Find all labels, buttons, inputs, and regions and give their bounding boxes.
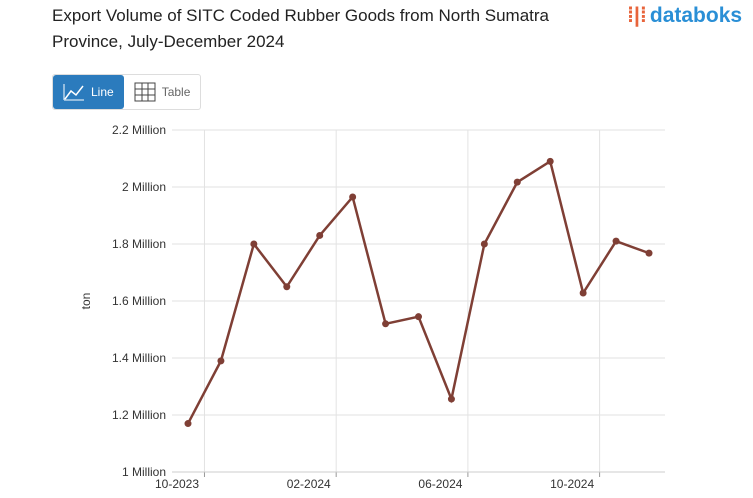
y-tick-label: 2 Million — [122, 180, 166, 194]
line-button[interactable]: Line — [53, 75, 124, 109]
data-point — [447, 395, 455, 403]
table-button[interactable]: Table — [124, 75, 201, 109]
y-tick-label: 1 Million — [122, 465, 166, 479]
logo[interactable]: ⁞|⁞ databoks — [627, 4, 742, 28]
x-tick-label: 06-2024 — [418, 477, 462, 491]
y-tick-label: 1.6 Million — [112, 294, 166, 308]
table-icon — [134, 82, 156, 102]
logo-text: databoks — [649, 4, 743, 27]
data-point — [316, 231, 324, 239]
data-point — [415, 313, 422, 321]
data-point — [283, 283, 291, 291]
chart-title: Export Volume of SITC Coded Rubber Goods… — [52, 6, 550, 51]
x-tick-label: 02-2024 — [287, 477, 331, 491]
data-point — [382, 320, 390, 328]
data-point — [579, 289, 587, 297]
line-icon — [63, 84, 84, 101]
line-label: Line — [91, 85, 114, 99]
data-point — [513, 178, 521, 186]
view-toggle: Line Table — [52, 74, 202, 110]
logo-icon: ⁞|⁞ — [627, 4, 647, 27]
data-point — [349, 193, 357, 201]
data-point — [480, 240, 488, 248]
y-tick-label: 1.4 Million — [112, 351, 166, 365]
data-point — [217, 357, 225, 365]
y-tick-label: 2.2 Million — [112, 123, 166, 137]
data-point — [645, 249, 653, 257]
y-axis-label: ton — [79, 293, 93, 310]
data-point — [184, 420, 192, 428]
x-tick-label: 10-2024 — [550, 477, 594, 491]
data-point — [612, 237, 620, 245]
y-tick-label: 1.8 Million — [112, 237, 166, 251]
y-tick-label: 1.2 Million — [112, 408, 166, 422]
data-point — [250, 240, 258, 248]
x-tick-label: 10-2023 — [155, 477, 199, 491]
data-point — [546, 157, 554, 165]
table-label: Table — [161, 85, 191, 99]
